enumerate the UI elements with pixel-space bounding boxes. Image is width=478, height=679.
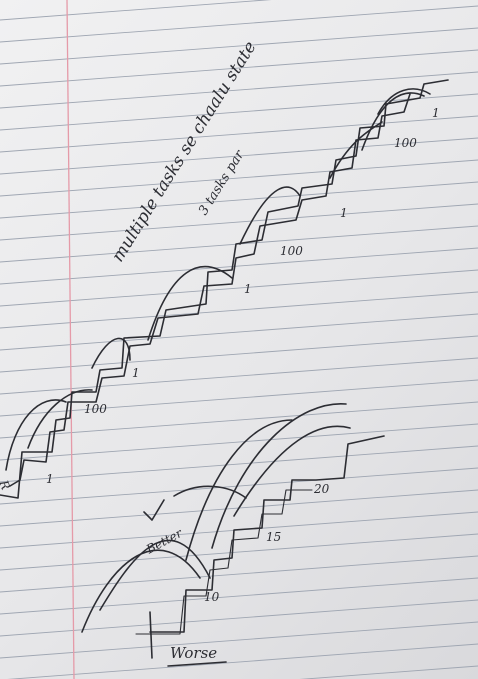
ruled-line <box>0 93 478 131</box>
ruled-line <box>0 181 478 219</box>
ruled-line <box>299 665 478 679</box>
lower-step-label: 10 <box>204 590 220 604</box>
ruled-line <box>0 313 478 351</box>
lower-arrow-5 <box>233 425 351 517</box>
lower-arrow-3 <box>185 419 293 561</box>
ruled-line <box>0 0 272 21</box>
upper-arrow-5 <box>239 186 301 245</box>
upper-arrow-8 <box>377 88 431 115</box>
ruled-line <box>0 291 478 329</box>
worse-underline <box>167 661 227 667</box>
ruled-line <box>0 379 478 417</box>
lower-arrow-4 <box>211 403 347 549</box>
ruled-line <box>0 577 478 615</box>
upper-staircase-lower-outline <box>9 93 411 487</box>
upper-arrow-2 <box>27 389 93 449</box>
ruled-line <box>0 71 478 109</box>
worse-arrow <box>149 611 153 659</box>
upper-step-label: 100 <box>280 244 303 258</box>
upper-arrow-7 <box>361 92 425 151</box>
ruled-line <box>0 599 478 637</box>
ruled-line <box>7 643 478 679</box>
lower-step-label: 20 <box>314 482 330 496</box>
upper-staircase <box>0 79 449 499</box>
lower-staircase-outline <box>149 435 385 633</box>
upper-step-label: 1 <box>132 366 140 380</box>
upper-step-label: 1 <box>340 206 348 220</box>
upper-step-label: 1 <box>46 472 54 486</box>
lower-staircase-inner-outline <box>135 489 313 635</box>
better-checkmark <box>143 499 165 521</box>
upper-arrow-4 <box>147 265 233 341</box>
ruled-line <box>0 621 478 659</box>
ruled-line <box>0 533 478 571</box>
ruled-line <box>0 203 478 241</box>
lower-step-label: 15 <box>266 530 282 544</box>
ruled-line <box>0 27 478 65</box>
upper-arrow-1 <box>5 399 67 471</box>
ruled-line <box>0 159 478 197</box>
ruled-line <box>0 423 478 461</box>
upper-step-label: 100 <box>84 402 107 416</box>
ruled-line <box>0 335 478 373</box>
ruled-line <box>0 445 478 483</box>
ruled-line <box>0 467 478 505</box>
ruled-line <box>0 401 478 439</box>
upper-step-label: 1 <box>244 282 252 296</box>
ruled-line <box>0 357 478 395</box>
ruled-line <box>0 247 478 285</box>
lower-arrow-1 <box>81 549 201 633</box>
upper-arrow-6 <box>329 121 383 179</box>
better-arrow <box>173 485 247 499</box>
ruled-line <box>0 137 478 175</box>
lower-arrow-2 <box>99 539 211 611</box>
ruled-line <box>0 49 478 87</box>
margin-line <box>66 0 75 679</box>
ruled-line <box>0 115 478 153</box>
ruled-line <box>0 555 478 593</box>
upper-step-label: 1 <box>432 106 440 120</box>
ruled-line <box>0 5 478 43</box>
upper-arrow-3 <box>91 337 131 369</box>
upper-step-label: 100 <box>394 136 417 150</box>
ruled-line <box>0 269 478 307</box>
worse-label: Worse <box>170 644 218 662</box>
lower-staircase <box>81 403 385 667</box>
